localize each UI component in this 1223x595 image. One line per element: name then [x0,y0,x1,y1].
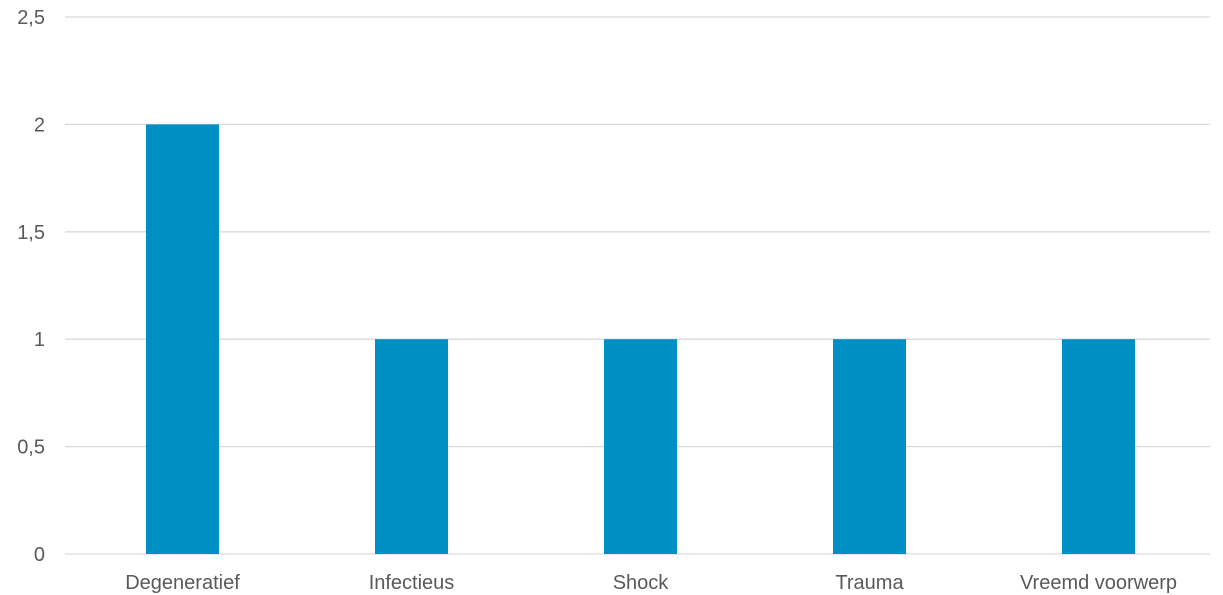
x-tick-label: Trauma [835,572,904,594]
x-tick-label: Vreemd voorwerp [1020,572,1177,594]
bars [146,124,1135,555]
y-tick-label: 2,5 [17,7,45,29]
bar [604,339,677,554]
x-axis-tick-labels: Degeneratief Infectieus Shock Trauma Vreemd … [125,572,1177,594]
bar [375,339,448,554]
y-tick-label: 0 [34,544,45,566]
bar [1062,339,1135,554]
x-tick-label: Degeneratief [125,572,240,594]
y-axis-tick-labels: 0 0,5 1 1,5 2 2,5 [17,7,45,566]
x-tick-label: Shock [613,572,670,594]
y-tick-label: 1 [34,329,45,351]
x-tick-label: Infectieus [369,572,455,594]
bar [146,124,219,555]
y-tick-label: 1,5 [17,222,45,244]
bar [833,339,906,554]
y-tick-label: 0,5 [17,437,45,459]
y-tick-label: 2 [34,114,45,136]
